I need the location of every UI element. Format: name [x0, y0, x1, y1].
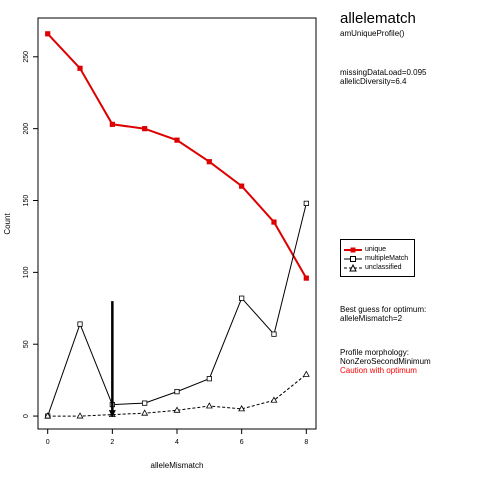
y-tick-label: 50 — [23, 340, 30, 348]
point-unique — [77, 65, 83, 71]
y-tick-label: 150 — [23, 195, 30, 207]
point-multiple-match — [271, 331, 277, 337]
legend-swatch-multiple-match — [344, 256, 362, 262]
point-unclassified — [44, 412, 52, 419]
point-multiple-match — [303, 200, 309, 206]
legend-swatch-unique — [344, 247, 362, 253]
point-unique — [239, 183, 245, 189]
x-tick-label: 6 — [240, 439, 244, 446]
point-unique — [109, 121, 115, 127]
series-line-unique — [46, 33, 308, 279]
x-tick-label: 0 — [46, 439, 50, 446]
point-unclassified — [205, 402, 213, 409]
legend-item-unclassified: unclassified — [341, 263, 416, 273]
x-axis-label: alleleMismatch — [151, 461, 204, 470]
x-tick-label: 8 — [304, 439, 308, 446]
point-unique — [206, 159, 212, 165]
axes: 0 2 4 6 8 0 50 100 150 200 250 — [23, 51, 308, 446]
point-multiple-match — [206, 376, 212, 382]
legend-item-multiple-match: multipleMatch — [341, 254, 416, 264]
app-title: allelematch — [340, 10, 416, 27]
point-multiple-match — [77, 321, 83, 327]
point-unclassified — [141, 409, 149, 416]
x-tick-label: 4 — [175, 439, 179, 446]
series-line-unclassified — [47, 374, 307, 417]
y-tick-label: 100 — [23, 266, 30, 278]
morphology-value: NonZeroSecondMinimum — [340, 357, 431, 366]
y-tick-label: 0 — [23, 414, 30, 418]
missing-data-load: missingDataLoad=0.095 — [340, 68, 427, 77]
series-line-multiple-match — [47, 203, 307, 417]
point-unclassified — [238, 405, 246, 412]
legend-label-unclassified: unclassified — [365, 264, 402, 271]
legend-item-unique: unique — [341, 245, 416, 255]
point-unclassified — [76, 412, 84, 419]
legend: unique multipleMatch unclassified — [340, 239, 415, 277]
caution-note: Caution with optimum — [340, 366, 417, 375]
x-tick-label: 2 — [110, 439, 114, 446]
y-axis-label: Count — [3, 213, 12, 235]
optimum-marker-arrowhead — [108, 410, 116, 418]
point-unique — [303, 275, 309, 281]
optimum-heading: Best guess for optimum: — [340, 305, 427, 314]
point-unique — [142, 126, 148, 132]
point-unclassified — [302, 370, 310, 377]
morphology-heading: Profile morphology: — [340, 348, 409, 357]
y-tick-label: 250 — [23, 51, 30, 63]
point-unique — [45, 31, 51, 37]
point-multiple-match — [174, 389, 180, 395]
point-unclassified — [270, 396, 278, 403]
point-unique — [271, 219, 277, 225]
legend-swatch-unclassified — [344, 263, 362, 272]
allelic-diversity: allelicDiversity=6.4 — [340, 77, 407, 86]
point-unclassified — [173, 406, 181, 413]
optimum-value: alleleMismatch=2 — [340, 314, 403, 323]
legend-label-multiple-match: multipleMatch — [365, 255, 409, 262]
legend-label-unique: unique — [365, 246, 387, 253]
point-unique — [174, 137, 180, 143]
series-layer — [44, 31, 310, 419]
y-tick-label: 200 — [23, 123, 30, 135]
point-multiple-match — [142, 400, 148, 406]
function-subtitle: amUniqueProfile() — [340, 29, 405, 38]
point-multiple-match — [239, 295, 245, 301]
